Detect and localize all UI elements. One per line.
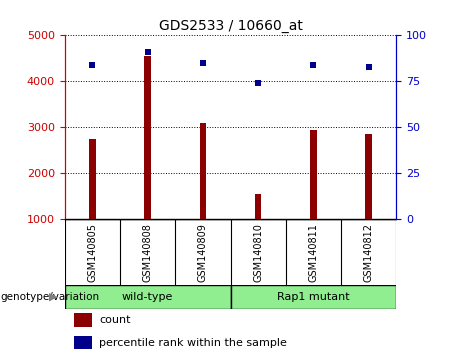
Bar	[310, 130, 317, 219]
Bar	[74, 313, 92, 327]
Text: ▶: ▶	[49, 292, 57, 302]
Text: GSM140805: GSM140805	[87, 223, 97, 282]
Text: GSM140808: GSM140808	[142, 223, 153, 282]
Bar	[74, 336, 92, 349]
Bar	[366, 134, 372, 219]
Text: genotype/variation: genotype/variation	[0, 292, 100, 302]
Bar	[65, 285, 230, 309]
Point	[144, 49, 151, 55]
Title: GDS2533 / 10660_at: GDS2533 / 10660_at	[159, 19, 302, 33]
Bar	[89, 139, 95, 219]
Point	[89, 62, 96, 68]
Bar	[200, 123, 206, 219]
Bar	[230, 285, 396, 309]
Text: GSM140809: GSM140809	[198, 223, 208, 282]
Point	[199, 60, 207, 66]
Text: wild-type: wild-type	[122, 292, 173, 302]
Text: count: count	[99, 315, 130, 325]
Text: GSM140810: GSM140810	[253, 223, 263, 282]
Bar	[144, 56, 151, 219]
Point	[365, 64, 372, 69]
Text: GSM140812: GSM140812	[364, 223, 374, 282]
Point	[254, 80, 262, 86]
Text: Rap1 mutant: Rap1 mutant	[277, 292, 350, 302]
Text: percentile rank within the sample: percentile rank within the sample	[99, 338, 287, 348]
Point	[310, 62, 317, 68]
Text: GSM140811: GSM140811	[308, 223, 319, 282]
Bar	[255, 194, 261, 219]
